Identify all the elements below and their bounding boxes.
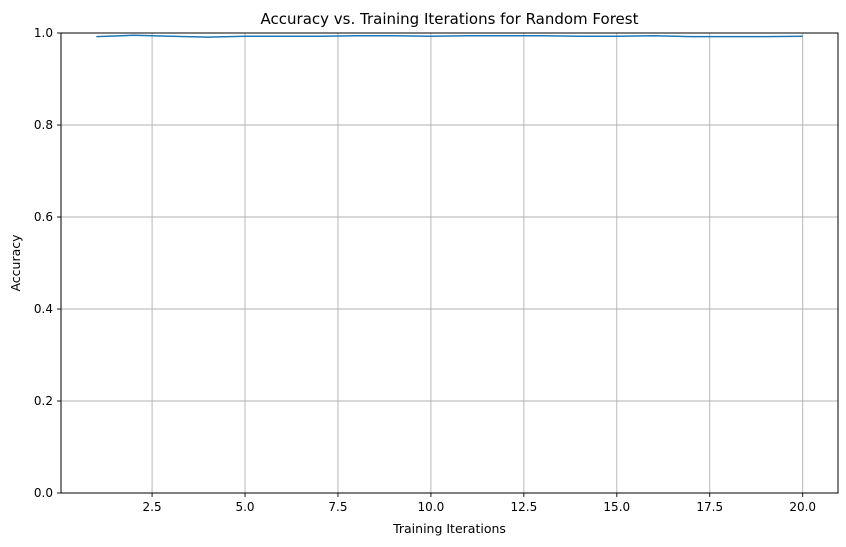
chart-title: Accuracy vs. Training Iterations for Ran… (261, 10, 639, 28)
x-tick-label: 7.5 (328, 500, 347, 514)
y-tick-label: 0.0 (34, 486, 53, 500)
y-axis-title: Accuracy (8, 234, 23, 292)
x-tick-label: 5.0 (235, 500, 254, 514)
y-tick-label: 1.0 (34, 26, 53, 40)
y-tick-label: 0.6 (34, 210, 53, 224)
y-tick-label: 0.4 (34, 302, 53, 316)
x-tick-label: 20.0 (789, 500, 816, 514)
x-tick-label: 12.5 (510, 500, 537, 514)
y-tick-label: 0.2 (34, 394, 53, 408)
x-axis-ticks: 2.5 5.0 7.5 10.0 12.5 15.0 17.5 20.0 (143, 493, 816, 514)
x-tick-label: 17.5 (696, 500, 723, 514)
x-axis-title: Training Iterations (392, 521, 506, 536)
series-layer (96, 34, 803, 38)
x-tick-label: 15.0 (603, 500, 630, 514)
y-tick-label: 0.8 (34, 118, 53, 132)
x-tick-label: 2.5 (143, 500, 162, 514)
accuracy-series-line (96, 34, 803, 38)
y-axis-ticks: 0.0 0.2 0.4 0.6 0.8 1.0 (34, 26, 61, 500)
x-tick-label: 10.0 (418, 500, 445, 514)
plot-frame (60, 32, 839, 494)
